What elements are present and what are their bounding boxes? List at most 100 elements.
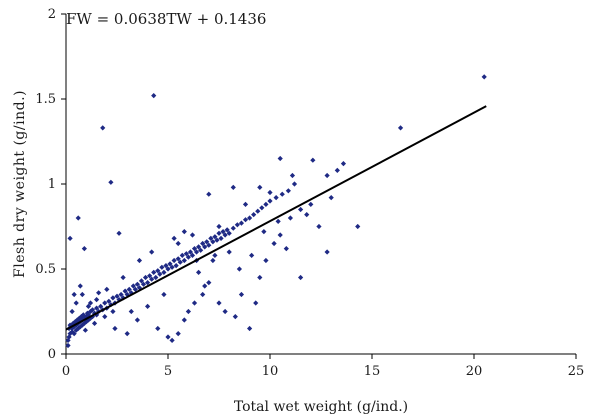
data-point bbox=[78, 314, 84, 320]
data-point bbox=[94, 312, 100, 318]
data-point bbox=[206, 280, 212, 286]
data-point bbox=[204, 239, 210, 245]
regression-equation: FW = 0.0638TW + 0.1436 bbox=[66, 10, 266, 28]
y-tick-label: 1 bbox=[48, 177, 56, 192]
data-point bbox=[71, 291, 77, 298]
data-point bbox=[83, 314, 89, 320]
data-point bbox=[157, 271, 163, 277]
data-point bbox=[238, 291, 245, 298]
data-point bbox=[316, 223, 322, 230]
data-point bbox=[210, 257, 216, 264]
data-point bbox=[271, 240, 277, 247]
data-point bbox=[134, 317, 140, 323]
data-point bbox=[181, 317, 187, 323]
data-point bbox=[257, 274, 263, 281]
data-point bbox=[226, 249, 232, 255]
data-point bbox=[91, 320, 98, 326]
data-point bbox=[132, 286, 138, 292]
data-point bbox=[187, 249, 194, 255]
data-point bbox=[291, 181, 298, 187]
data-point bbox=[151, 93, 157, 99]
data-point bbox=[196, 269, 202, 275]
data-point bbox=[277, 232, 283, 238]
data-point bbox=[134, 281, 140, 287]
data-point bbox=[200, 240, 206, 247]
data-point bbox=[169, 264, 175, 270]
data-point bbox=[89, 307, 96, 313]
data-point bbox=[142, 274, 149, 281]
data-point bbox=[191, 246, 198, 252]
data-point bbox=[267, 189, 273, 196]
data-point bbox=[220, 229, 226, 235]
data-point bbox=[83, 319, 89, 325]
data-point bbox=[216, 300, 222, 306]
data-point bbox=[481, 74, 487, 80]
data-point bbox=[71, 331, 77, 337]
y-ticks: 0 0.5 1 1.5 2 bbox=[35, 7, 66, 362]
data-point bbox=[193, 249, 200, 255]
data-point bbox=[77, 283, 83, 289]
data-point bbox=[251, 212, 257, 218]
data-point bbox=[171, 235, 177, 241]
data-point bbox=[128, 308, 134, 315]
data-point bbox=[222, 308, 228, 315]
data-point bbox=[145, 280, 151, 286]
data-point bbox=[191, 300, 198, 306]
data-point bbox=[145, 303, 151, 309]
data-point bbox=[298, 206, 304, 213]
y-axis-title: Flesh dry weight (g/ind.) bbox=[12, 90, 28, 278]
data-point bbox=[98, 303, 104, 309]
data-point bbox=[236, 266, 242, 272]
data-point bbox=[161, 291, 167, 298]
data-point bbox=[81, 315, 87, 321]
data-point bbox=[298, 274, 304, 281]
data-point bbox=[304, 212, 310, 218]
data-point bbox=[130, 283, 136, 289]
data-point bbox=[110, 308, 116, 315]
data-point bbox=[183, 251, 189, 257]
x-tick-label: 10 bbox=[262, 364, 279, 379]
data-point bbox=[226, 230, 232, 236]
data-point bbox=[285, 188, 291, 194]
data-point bbox=[96, 290, 102, 296]
data-point bbox=[165, 266, 171, 272]
data-point bbox=[263, 257, 269, 264]
data-point bbox=[69, 308, 75, 315]
x-ticks: 0 5 10 15 20 25 bbox=[62, 354, 584, 379]
data-point bbox=[151, 269, 157, 275]
data-point bbox=[238, 220, 245, 226]
data-point bbox=[67, 322, 73, 328]
data-point bbox=[210, 239, 216, 245]
data-point bbox=[138, 278, 145, 284]
data-point bbox=[84, 310, 91, 316]
data-point bbox=[275, 218, 281, 224]
data-point bbox=[242, 201, 249, 207]
y-tick-label: 0 bbox=[48, 347, 56, 362]
data-point bbox=[163, 263, 169, 269]
data-point bbox=[212, 252, 218, 258]
y-tick-label: 2 bbox=[48, 7, 56, 22]
x-tick-label: 25 bbox=[568, 364, 585, 379]
data-point bbox=[261, 229, 267, 235]
data-point bbox=[175, 331, 181, 337]
data-point bbox=[161, 269, 167, 275]
x-tick-label: 15 bbox=[364, 364, 381, 379]
data-point bbox=[328, 195, 334, 201]
data-point bbox=[308, 201, 314, 207]
data-point bbox=[155, 268, 161, 274]
data-point bbox=[116, 297, 122, 303]
data-point bbox=[355, 223, 361, 230]
data-point bbox=[65, 342, 71, 349]
data-point bbox=[230, 225, 236, 231]
data-point bbox=[65, 337, 71, 343]
data-point bbox=[77, 324, 83, 330]
data-point bbox=[81, 320, 87, 326]
data-point bbox=[340, 161, 347, 167]
data-point bbox=[110, 295, 116, 301]
data-point bbox=[202, 283, 208, 289]
data-point bbox=[175, 256, 181, 262]
data-point bbox=[136, 257, 143, 264]
data-point bbox=[155, 325, 161, 332]
data-point bbox=[216, 223, 222, 230]
